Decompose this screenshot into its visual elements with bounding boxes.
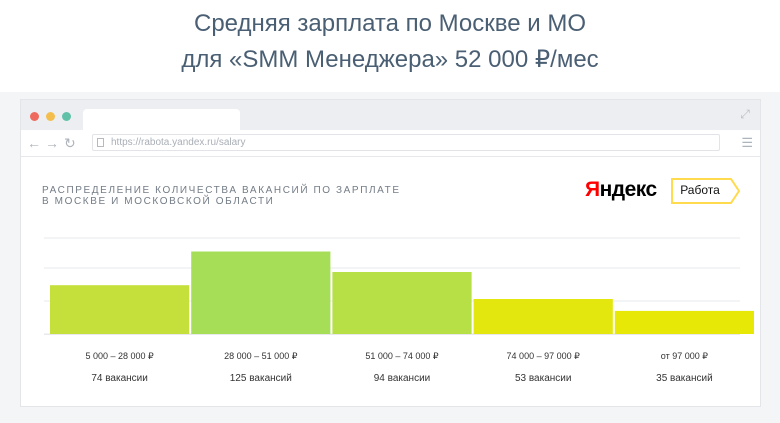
close-window-button[interactable] [30, 112, 39, 121]
browser-tab[interactable] [83, 109, 240, 130]
menu-icon[interactable]: ☰ [741, 135, 753, 150]
yandex-logo[interactable]: Яндекс [585, 178, 657, 202]
logo-first-letter: Я [585, 178, 600, 201]
category-label-0: 5 000 – 28 000 ₽ [85, 351, 154, 361]
category-label-4: от 97 000 ₽ [661, 351, 708, 361]
badge-label: Работа [680, 183, 720, 197]
browser-navbar: ← → ↻ https://rabota.yandex.ru/salary ☰ [21, 130, 760, 157]
back-arrow-icon[interactable]: ← [27, 135, 41, 151]
bar-1[interactable] [191, 251, 331, 335]
category-label-2: 51 000 – 74 000 ₽ [365, 351, 439, 361]
maximize-window-button[interactable] [62, 112, 71, 121]
category-label-1: 28 000 – 51 000 ₽ [224, 351, 298, 361]
value-label-4: 35 вакансий [656, 373, 713, 384]
bar-4[interactable] [614, 310, 754, 334]
bar-0[interactable] [50, 285, 190, 334]
value-label-2: 94 вакансии [374, 373, 431, 384]
headline-line-2: для «SMM Менеджера» 52 000 ₽/мес [181, 46, 599, 73]
value-label-3: 53 вакансии [515, 373, 572, 384]
page-icon [97, 138, 104, 147]
value-label-1: 125 вакансий [230, 373, 292, 384]
reload-icon[interactable]: ↻ [64, 135, 76, 151]
browser-window: ⤢ ← → ↻ https://rabota.yandex.ru/salary … [20, 99, 761, 407]
address-bar[interactable]: https://rabota.yandex.ru/salary [92, 134, 720, 151]
logo-rest: ндекс [599, 178, 658, 201]
minimize-window-button[interactable] [46, 112, 55, 121]
bar-3[interactable] [473, 299, 613, 334]
category-label-3: 74 000 – 97 000 ₽ [507, 351, 581, 361]
bar-2[interactable] [332, 272, 472, 334]
rabota-badge[interactable]: Работа [671, 178, 741, 204]
chart-heading: РАСПРЕДЕЛЕНИЕ КОЛИЧЕСТВА ВАКАНСИЙ ПО ЗАР… [42, 185, 401, 207]
value-label-0: 74 вакансии [91, 373, 148, 384]
browser-titlebar: ⤢ [21, 100, 760, 130]
salary-histogram: 5 000 – 28 000 ₽ 74 вакансии 28 000 – 51 0… [44, 237, 754, 384]
expand-icon[interactable]: ⤢ [740, 107, 750, 121]
forward-arrow-icon[interactable]: → [45, 135, 59, 151]
headline: Средняя зарплата по Москве и МО для «SMM… [0, 0, 780, 92]
chart-heading-line-2: В МОСКВЕ И МОСКОВСКОЙ ОБЛАСТИ [42, 196, 275, 207]
address-url: https://rabota.yandex.ru/salary [111, 137, 246, 148]
badge-shape [671, 178, 741, 204]
headline-line-1: Средняя зарплата по Москве и МО [193, 10, 587, 37]
chart-heading-line-1: РАСПРЕДЕЛЕНИЕ КОЛИЧЕСТВА ВАКАНСИЙ ПО ЗАР… [42, 185, 401, 196]
